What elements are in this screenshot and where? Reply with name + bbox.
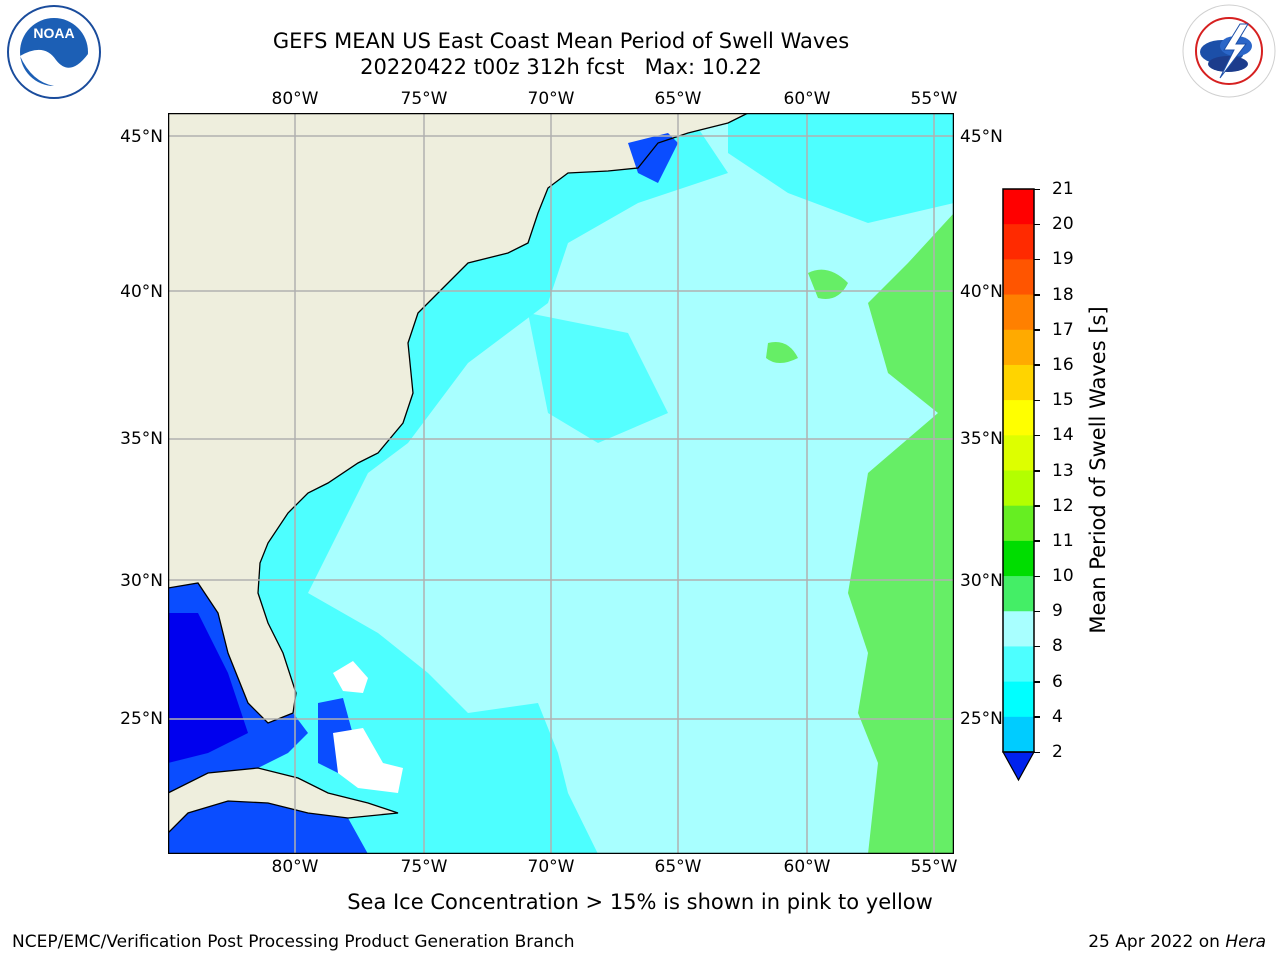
lon-label-top: 60°W (783, 89, 831, 109)
colorbar-tick-label: 12 (1052, 495, 1074, 516)
colorbar-segment (1003, 611, 1034, 647)
noaa-logo: NOAA (4, 4, 104, 100)
issue-date: 25 Apr 2022 on Hera (1088, 932, 1266, 952)
colorbar-segment (1003, 576, 1034, 612)
colorbar-tick-mark (1034, 294, 1040, 296)
lon-label-top: 70°W (527, 89, 575, 109)
colorbar-tick-mark (1034, 716, 1040, 718)
colorbar-tick-label: 11 (1052, 530, 1074, 551)
colorbar-segment (1003, 716, 1034, 753)
colorbar-tick-label: 8 (1052, 636, 1063, 657)
nws-logo (1180, 2, 1278, 100)
colorbar-tick-mark (1034, 575, 1040, 578)
lon-label-bottom: 60°W (783, 857, 831, 877)
colorbar-segment (1003, 224, 1034, 260)
swell-zone-green (848, 213, 954, 854)
credit-text: NCEP/EMC/Verification Post Processing Pr… (12, 932, 575, 952)
colorbar-tick-mark (1034, 540, 1040, 542)
colorbar-tick-mark (1034, 751, 1040, 753)
colorbar-tick-mark (1034, 645, 1040, 648)
lat-label-right: 40°N (960, 282, 1003, 302)
lon-label-bottom: 80°W (271, 857, 319, 877)
colorbar-tick-label: 10 (1052, 566, 1074, 587)
colorbar-tick-label: 21 (1052, 179, 1074, 199)
colorbar-extend-arrow (1002, 751, 1036, 782)
graticule (168, 113, 954, 854)
lon-label-bottom: 75°W (400, 857, 448, 877)
colorbar-segment (1003, 505, 1034, 542)
lon-label-bottom: 65°W (654, 857, 702, 877)
colorbar-segment (1003, 400, 1034, 436)
colorbar-segment (1003, 259, 1034, 296)
colorbar-segment (1003, 646, 1034, 683)
lon-label-top: 65°W (654, 89, 702, 109)
colorbar-tick-mark (1034, 188, 1040, 190)
colorbar-tick-label: 9 (1052, 601, 1063, 622)
colorbar-tick-mark (1034, 399, 1040, 402)
noaa-logo-text: NOAA (33, 25, 74, 41)
colorbar-segment (1003, 470, 1034, 507)
colorbar-tick-label: 2 (1052, 742, 1063, 762)
colorbar-label: Mean Period of Swell Waves [s] (1086, 306, 1110, 634)
colorbar-tick-label: 18 (1052, 284, 1074, 305)
colorbar-segment (1003, 294, 1034, 331)
colorbar-tick-label: 14 (1052, 425, 1074, 446)
lat-label-right: 30°N (960, 571, 1003, 591)
colorbar-segment (1003, 364, 1034, 401)
lon-label-bottom: 55°W (910, 857, 958, 877)
colorbar-segment (1003, 189, 1034, 225)
lat-label-left: 40°N (120, 282, 163, 302)
colorbar-tick-mark (1034, 329, 1040, 331)
colorbar-tick-label: 20 (1052, 214, 1074, 235)
colorbar-tick-label: 17 (1052, 319, 1074, 340)
lon-label-bottom: 70°W (527, 857, 575, 877)
lat-label-right: 45°N (960, 127, 1003, 147)
chart-title: GEFS MEAN US East Coast Mean Period of S… (272, 29, 850, 53)
land-area (168, 113, 748, 723)
colorbar-tick-label: 6 (1052, 671, 1063, 692)
colorbar-tick-mark (1034, 364, 1040, 366)
colorbar-tick-label: 13 (1052, 460, 1074, 481)
lon-label-top: 75°W (400, 89, 448, 109)
lat-label-right: 35°N (960, 429, 1003, 449)
colorbar-segment (1003, 681, 1034, 718)
colorbar-tick-mark (1034, 258, 1040, 261)
lon-label-top: 55°W (910, 89, 958, 109)
map-frame (168, 113, 954, 854)
colorbar-tick-label: 16 (1052, 354, 1074, 375)
sea-ice-note: Sea Ice Concentration > 15% is shown in … (347, 890, 933, 914)
lat-label-left: 30°N (120, 571, 163, 591)
lat-label-left: 25°N (120, 709, 163, 729)
colorbar-tick-mark (1034, 223, 1040, 226)
lat-label-right: 25°N (960, 709, 1003, 729)
colorbar-tick-mark (1034, 681, 1040, 683)
colorbar-tick-mark (1034, 470, 1040, 472)
colorbar-tick-label: 19 (1052, 249, 1074, 270)
colorbar-segment (1003, 540, 1034, 577)
chart-subtitle: 20220422 t00z 312h fcst Max: 10.22 (360, 55, 762, 79)
lon-label-top: 80°W (271, 89, 319, 109)
colorbar-tick-label: 15 (1052, 390, 1074, 411)
lat-label-left: 35°N (120, 429, 163, 449)
lat-label-left: 45°N (120, 127, 163, 147)
colorbar-tick-mark (1034, 505, 1040, 507)
machine-name: Hera (1225, 932, 1266, 952)
colorbar-tick-label: 4 (1052, 706, 1063, 727)
colorbar-tick-mark (1034, 610, 1040, 613)
colorbar-segment (1003, 435, 1034, 471)
colorbar-tick-mark (1034, 434, 1040, 437)
colorbar-segment (1003, 329, 1034, 366)
coastline (168, 113, 749, 724)
colorbar (1002, 188, 1036, 782)
